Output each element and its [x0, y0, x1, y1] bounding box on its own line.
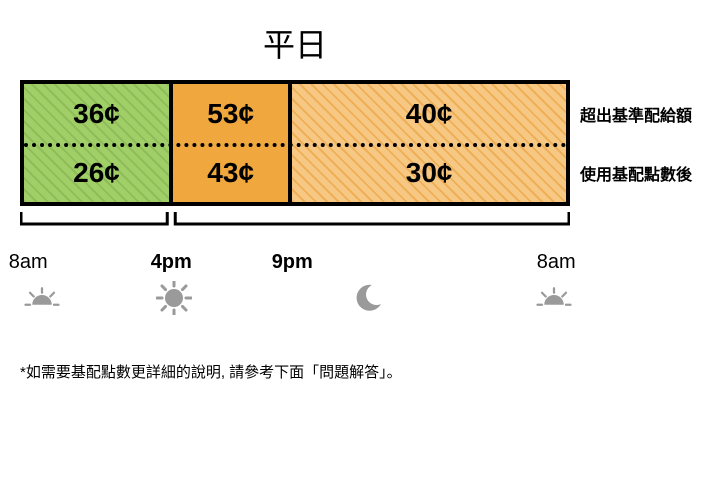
row-label-bottom: 使用基配點數後 — [580, 143, 692, 202]
moon-icon — [349, 281, 385, 320]
hour-label-2: 9pm — [272, 251, 313, 274]
axis-bracket-1 — [175, 212, 569, 224]
segment-2-top-value: 40¢ — [292, 84, 566, 143]
row-label-group: 超出基準配給額 使用基配點數後 — [570, 80, 692, 206]
sunrise-icon — [24, 281, 60, 320]
segment-2-bottom-value: 30¢ — [292, 143, 566, 202]
chart-title: 平日 — [20, 20, 570, 66]
hour-label-0: 8am — [9, 251, 48, 274]
row-label-top: 超出基準配給額 — [580, 84, 692, 143]
hour-label-1: 4pm — [151, 251, 192, 274]
sun-icon — [156, 281, 192, 320]
hour-axis: 8am4pm9pm8am — [20, 251, 570, 277]
segment-1-top-value: 53¢ — [173, 84, 288, 143]
time-icons — [20, 281, 570, 321]
segment-1-bottom-value: 43¢ — [173, 143, 288, 202]
footnote: *如需要基配點數更詳細的說明, 請參考下面「問題解答」。 — [20, 361, 708, 382]
segment-0-top-value: 36¢ — [24, 84, 169, 143]
segment-0-bottom-value: 26¢ — [24, 143, 169, 202]
hour-label-3: 8am — [537, 251, 576, 274]
sunrise-icon — [536, 281, 572, 320]
axis-brackets — [20, 212, 570, 237]
axis-bracket-0 — [21, 212, 167, 224]
rate-chart: 36¢26¢53¢43¢40¢30¢ — [20, 80, 570, 206]
row-divider-dotted — [24, 143, 566, 147]
